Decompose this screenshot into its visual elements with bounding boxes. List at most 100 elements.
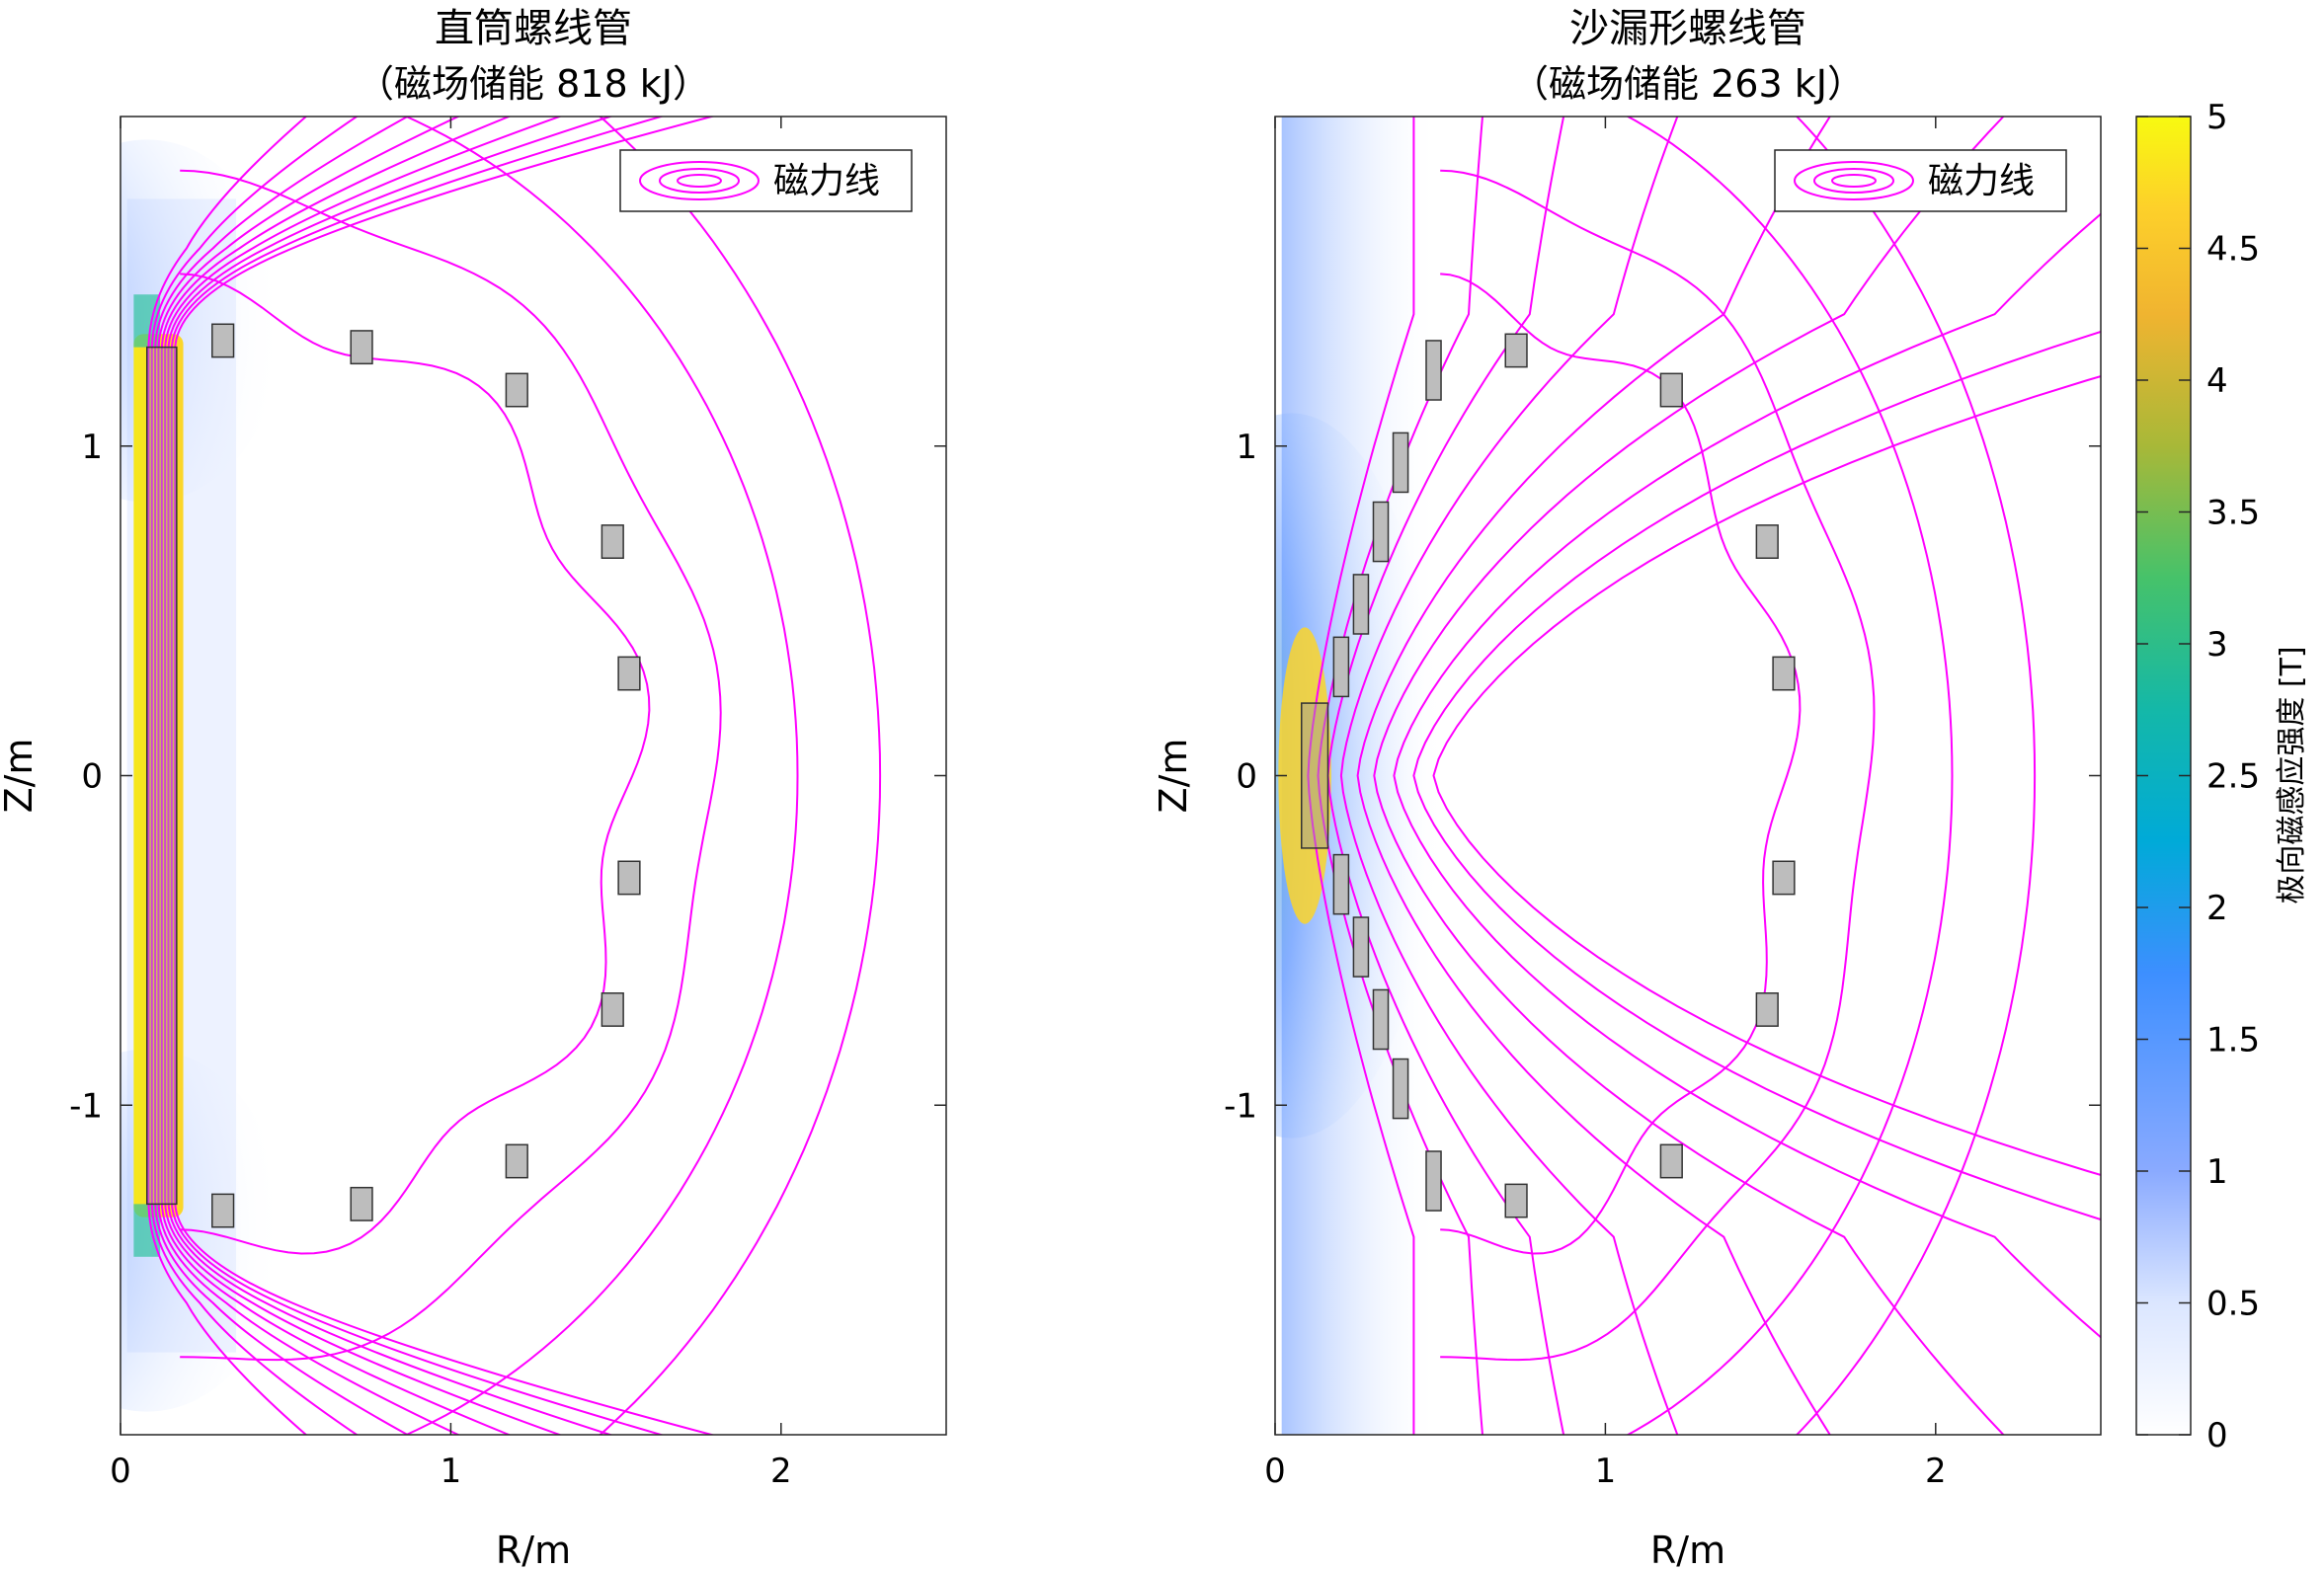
field-line (154, 1201, 410, 1435)
field-line (1432, 375, 2101, 1176)
field-line (170, 117, 665, 1202)
field-line-closed (404, 117, 799, 1435)
solenoid-segment-coil (1392, 432, 1409, 494)
field-line-closed (1440, 273, 1802, 1255)
solenoid-segment-coil (1392, 1058, 1409, 1120)
chart-subtitle: （磁场储能 263 kJ） (1511, 62, 1865, 106)
solenoid-segment-coil (1352, 574, 1370, 635)
field-line (160, 1201, 512, 1435)
solenoid-segment-coil (1372, 501, 1390, 563)
legend-contour-icon (1813, 168, 1894, 194)
colorbar-tick-label: 1 (2206, 1152, 2228, 1192)
pf-coil (601, 524, 624, 559)
x-tick-label: 0 (1264, 1452, 1286, 1491)
field-line (1393, 212, 2101, 1339)
legend-box (619, 149, 913, 212)
legend-contour-icon (1794, 161, 1914, 200)
field-line (1373, 117, 2005, 1435)
pf-coil (1772, 860, 1796, 896)
pf-coil (617, 860, 641, 896)
colorbar-tick-label: 3.5 (2206, 494, 2260, 533)
colorbar-tick-label: 2 (2206, 889, 2228, 928)
colorbar: 0 0.5 1 1.5 2 2.5 3 3.5 4 4.5 5 极向磁感应强度 [T] (2135, 98, 2309, 1455)
solenoid-segment-coil (1332, 636, 1350, 698)
field-line (164, 117, 563, 1202)
x-tick-label: 1 (441, 1452, 462, 1491)
y-tick-label: 0 (1236, 757, 1257, 797)
panel-hourglass-solenoid: 0 1 2 -1 0 1 沙漏形螺线管 （磁场储能 263 kJ） R/m Z/m 磁力线 (1152, 6, 2102, 1571)
colorbar-tick-label: 5 (2206, 98, 2228, 137)
central-solenoid-coil (146, 346, 178, 1206)
x-tick-label: 2 (770, 1452, 792, 1491)
field-line (147, 1201, 308, 1435)
x-tick-label: 2 (1925, 1452, 1947, 1491)
field-line (150, 117, 360, 1202)
field-line (174, 1201, 716, 1435)
colorbar-tick-label: 0.5 (2206, 1285, 2260, 1324)
colorbar-ticks: 0 0.5 1 1.5 2 2.5 3 3.5 4 4.5 5 (2136, 98, 2260, 1455)
x-axis-label: R/m (1650, 1529, 1725, 1571)
field-line (167, 117, 614, 1202)
field-line (167, 1201, 614, 1435)
pf-coil (1659, 1143, 1683, 1179)
field-lines (1307, 117, 2101, 1435)
solenoid-segment-coil (1352, 916, 1370, 978)
y-axis-label: Z/m (0, 739, 40, 814)
x-tick-label: 1 (1595, 1452, 1617, 1491)
field-line (1307, 117, 1415, 1435)
field-lines (147, 117, 882, 1435)
pf-coil (350, 1186, 373, 1221)
x-tick-label: 0 (110, 1452, 131, 1491)
y-tick-label: 1 (81, 428, 103, 467)
plot-content (1275, 117, 2101, 1435)
pf-coil (1659, 372, 1683, 408)
legend-box (1774, 149, 2067, 212)
field-line (157, 117, 461, 1202)
field-line (147, 117, 308, 1202)
x-axis-label: R/m (496, 1529, 571, 1571)
legend-label: 磁力线 (773, 161, 880, 201)
central-solenoid-coil (1301, 702, 1329, 849)
field-line (164, 1201, 563, 1435)
solenoid-segment-coil (1425, 1150, 1442, 1212)
colorbar-tick-label: 4.5 (2206, 230, 2260, 270)
chart-subtitle: （磁场储能 818 kJ） (357, 62, 710, 106)
legend: 磁力线 (1774, 149, 2067, 212)
legend-contour-icon (639, 161, 760, 200)
colorbar-tick-label: 1.5 (2206, 1021, 2260, 1060)
y-tick-label: 0 (81, 757, 103, 797)
colorbar-label: 极向磁感应强度 [T] (2275, 646, 2309, 903)
field-line (170, 1201, 665, 1435)
legend-contour-icon (659, 168, 740, 194)
y-tick-label: -1 (69, 1086, 103, 1126)
chart-title: 沙漏形螺线管 (1569, 6, 1806, 51)
pf-coil (1755, 992, 1779, 1027)
pf-coil (601, 992, 624, 1027)
colorbar-tick-label: 2.5 (2206, 757, 2260, 797)
field-core (1278, 627, 1331, 924)
field-line-closed (1626, 117, 1954, 1435)
field-line (1339, 117, 1679, 1435)
pf-coil (1504, 333, 1528, 368)
field-line (1412, 330, 2101, 1221)
legend: 磁力线 (619, 149, 913, 212)
pf-coil (350, 330, 373, 365)
field-line (174, 117, 716, 1202)
pf-coil (211, 1193, 235, 1228)
y-axis-label: Z/m (1152, 739, 1195, 814)
field-line (1317, 117, 1484, 1435)
field-line (157, 1201, 461, 1435)
field-line-closed (180, 169, 722, 1362)
field-line (154, 117, 410, 1202)
pf-coil (1504, 1183, 1528, 1218)
field-line-closed (1440, 169, 1876, 1362)
chart-title: 直筒螺线管 (435, 6, 632, 51)
y-tick-label: -1 (1224, 1086, 1257, 1126)
solenoid-segment-coil (1425, 340, 1442, 401)
field-line (150, 1201, 360, 1435)
field-line (1356, 117, 1831, 1435)
field-line-closed (1795, 117, 2037, 1435)
legend-contour-icon (1831, 174, 1877, 188)
panel-straight-solenoid: 0 1 2 -1 0 1 直筒螺线管 （磁场储能 818 kJ） R/m Z/m 磁力线 (0, 6, 947, 1571)
